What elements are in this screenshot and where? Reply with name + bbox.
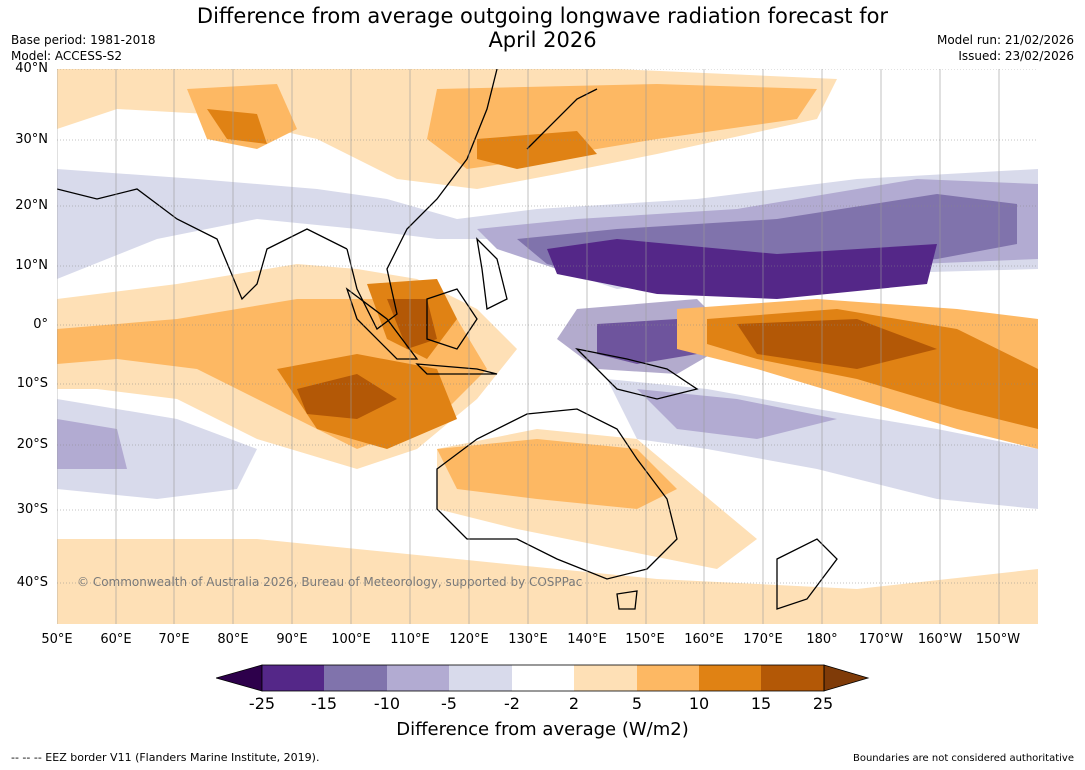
coast-india — [57, 188, 348, 301]
boundary-disclaimer: Boundaries are not considered authoritat… — [852, 753, 1074, 764]
field-neg-south-mid — [637, 389, 837, 439]
model-run: Model run: 21/02/2026 — [936, 33, 1074, 47]
lon-label-50e: 50°E — [41, 632, 73, 647]
lon-label-120e: 120°E — [449, 632, 489, 647]
lon-label-170e: 170°E — [743, 632, 783, 647]
meta-left: Base period: 1981-2018 Model: ACCESS-S2 — [11, 32, 156, 64]
colorbar-segment-3 — [387, 665, 449, 691]
title-line-2: April 2026 — [488, 28, 597, 52]
title-line-1: Difference from average outgoing longwav… — [196, 4, 889, 28]
colorbar-segment-6 — [574, 665, 637, 691]
eez-note: -- -- -- EEZ border V11 (Flanders Marine… — [11, 751, 320, 764]
colorbar-segment-2 — [324, 665, 387, 691]
colorbar-segment-1 — [262, 665, 324, 691]
field-pos-pacific-core — [737, 319, 937, 369]
field-pos-australia-mid — [437, 439, 677, 509]
lat-label-40n: 40°N — [15, 61, 48, 76]
lon-label-150e: 150°E — [625, 632, 665, 647]
lon-label-110e: 110°E — [390, 632, 430, 647]
coast-borneo — [426, 288, 478, 350]
lon-label-180: 180° — [806, 632, 838, 647]
colorbar — [216, 664, 870, 692]
colorbar-tick-minus10: -10 — [373, 694, 401, 713]
lat-label-10n: 10°N — [15, 258, 48, 273]
field-pos-north-strong — [477, 131, 597, 169]
coast-java — [415, 363, 498, 375]
coast-sumatra — [345, 287, 419, 360]
colorbar-segment-5 — [512, 665, 574, 691]
colorbar-tick-minus5: -5 — [441, 694, 457, 713]
lat-label-10s: 10°S — [16, 376, 48, 391]
anomaly-fields — [57, 69, 1038, 624]
colorbar-tick-minus2: -2 — [504, 694, 520, 713]
lat-label-20s: 20°S — [16, 437, 48, 452]
colorbar-tick-2: 2 — [568, 694, 580, 713]
copyright-notice: © Commonwealth of Australia 2026, Bureau… — [77, 575, 583, 589]
lon-label-130e: 130°E — [508, 632, 548, 647]
lat-label-0: 0° — [33, 317, 48, 332]
issued-date: Issued: 23/02/2026 — [958, 49, 1074, 63]
colorbar-title: Difference from average (W/m2) — [396, 719, 689, 740]
coast-se-asia — [346, 69, 498, 330]
coast-australia — [436, 408, 678, 580]
colorbar-segment-4 — [449, 665, 512, 691]
lon-label-100e: 100°E — [331, 632, 371, 647]
map-area — [57, 69, 1038, 624]
lon-label-160w: 160°W — [917, 632, 963, 647]
colorbar-tick-minus25: -25 — [248, 694, 276, 713]
lon-label-70e: 70°E — [158, 632, 190, 647]
field-pos-himalaya-strong — [207, 109, 267, 144]
base-period: Base period: 1981-2018 — [11, 33, 156, 47]
coast-new-guinea — [575, 347, 699, 400]
colorbar-segment-7 — [637, 665, 699, 691]
lon-label-170w: 170°W — [858, 632, 904, 647]
colorbar-segment-9 — [761, 665, 824, 691]
coast-philippines — [476, 237, 508, 310]
field-neg-west — [57, 399, 257, 499]
coast-tasmania — [616, 590, 638, 610]
lat-label-40s: 40°S — [16, 575, 48, 590]
lon-label-80e: 80°E — [217, 632, 249, 647]
meta-right: Model run: 21/02/2026 Issued: 23/02/2026 — [937, 32, 1074, 64]
map-title: Difference from average outgoing longwav… — [0, 4, 1085, 52]
field-pos-borneo-core — [387, 299, 437, 349]
colorbar-segment-0 — [216, 664, 263, 692]
colorbar-tick-25: 25 — [812, 694, 834, 713]
lat-label-30n: 30°N — [15, 132, 48, 147]
model-name: Model: ACCESS-S2 — [11, 49, 123, 63]
field-neg-core — [547, 239, 937, 299]
colorbar-tick-10: 10 — [688, 694, 710, 713]
lon-label-140e: 140°E — [567, 632, 607, 647]
field-pos-indian-core — [297, 374, 397, 419]
colorbar-tick-5: 5 — [631, 694, 643, 713]
lon-label-160e: 160°E — [684, 632, 724, 647]
field-pos-south — [57, 539, 1038, 624]
meridians — [57, 69, 1000, 624]
map-canvas — [57, 69, 1038, 624]
lon-label-90e: 90°E — [276, 632, 308, 647]
lon-label-60e: 60°E — [100, 632, 132, 647]
lon-label-150w: 150°W — [975, 632, 1021, 647]
coastlines — [57, 69, 838, 610]
colorbar-tick-minus15: -15 — [310, 694, 338, 713]
lat-label-20n: 20°N — [15, 198, 48, 213]
colorbar-segment-8 — [699, 665, 761, 691]
lat-label-30s: 30°S — [16, 502, 48, 517]
colorbar-segment-10 — [823, 664, 870, 692]
field-neg-west-mid — [57, 419, 127, 469]
colorbar-tick-15: 15 — [750, 694, 772, 713]
